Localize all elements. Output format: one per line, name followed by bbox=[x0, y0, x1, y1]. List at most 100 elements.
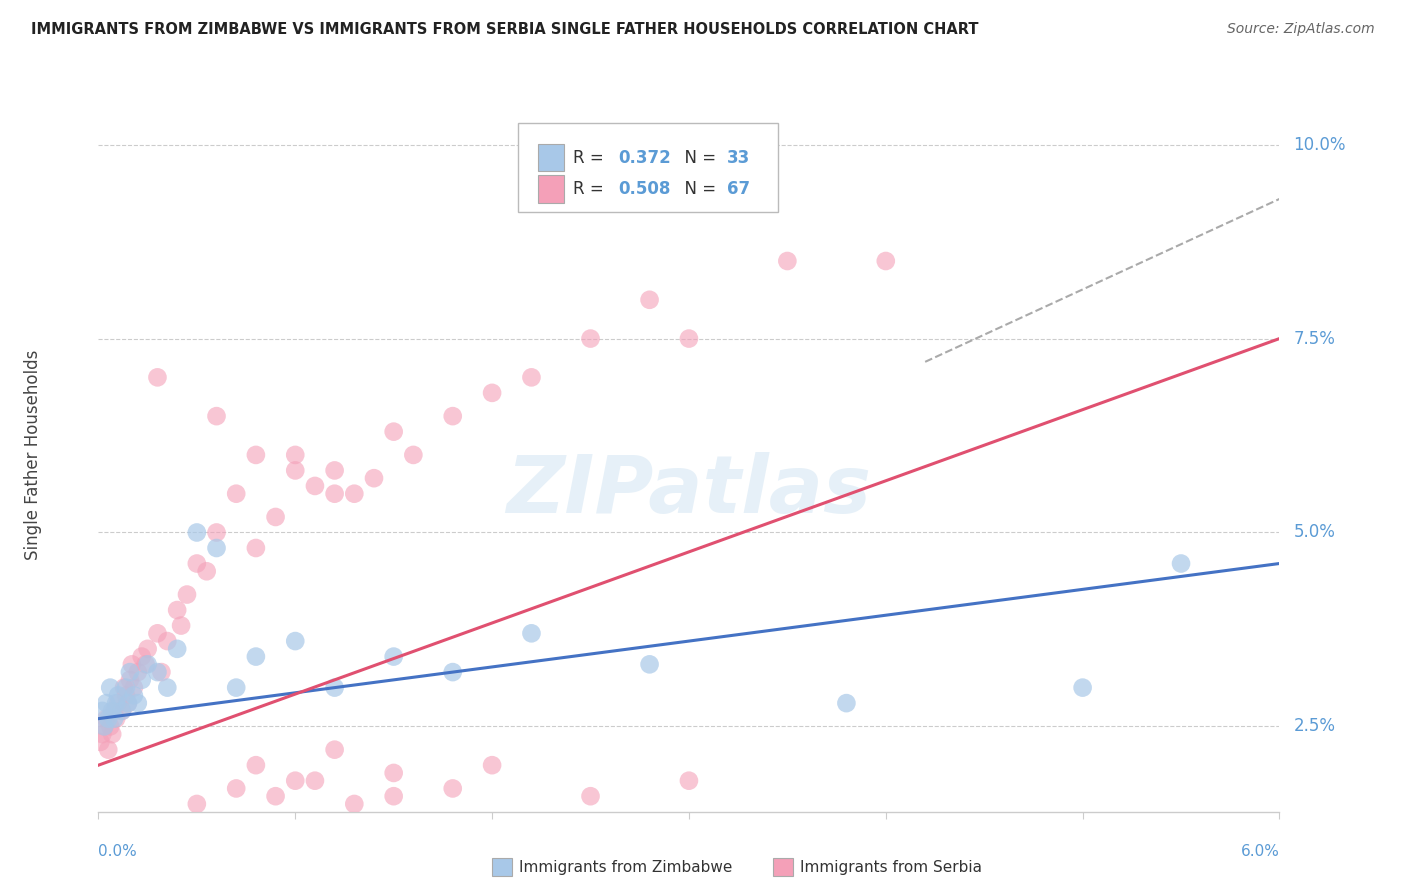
Point bbox=[166, 603, 188, 617]
Point bbox=[117, 696, 139, 710]
Point bbox=[121, 657, 143, 672]
Point bbox=[186, 797, 208, 811]
Point bbox=[638, 293, 661, 307]
Text: 6.0%: 6.0% bbox=[1240, 844, 1279, 859]
Point bbox=[118, 673, 141, 687]
Point bbox=[441, 409, 464, 424]
Point bbox=[323, 681, 346, 695]
Point bbox=[93, 719, 115, 733]
Point bbox=[146, 626, 169, 640]
Point bbox=[166, 641, 188, 656]
Text: 67: 67 bbox=[727, 180, 749, 198]
Point bbox=[304, 479, 326, 493]
Point bbox=[97, 712, 120, 726]
Point bbox=[186, 557, 208, 571]
Point bbox=[205, 409, 228, 424]
Point bbox=[343, 486, 366, 500]
Point bbox=[131, 649, 153, 664]
Point bbox=[520, 626, 543, 640]
FancyBboxPatch shape bbox=[517, 123, 778, 212]
Point bbox=[107, 689, 129, 703]
Text: IMMIGRANTS FROM ZIMBABWE VS IMMIGRANTS FROM SERBIA SINGLE FATHER HOUSEHOLDS CORR: IMMIGRANTS FROM ZIMBABWE VS IMMIGRANTS F… bbox=[31, 22, 979, 37]
Point bbox=[264, 510, 287, 524]
Point bbox=[284, 634, 307, 648]
Point bbox=[225, 781, 247, 796]
Point bbox=[678, 332, 700, 346]
Point bbox=[579, 789, 602, 804]
Point bbox=[776, 254, 799, 268]
Text: 33: 33 bbox=[727, 149, 749, 167]
Point bbox=[481, 758, 503, 772]
Point bbox=[1170, 557, 1192, 571]
Point bbox=[112, 681, 135, 695]
Point bbox=[678, 773, 700, 788]
Point bbox=[115, 689, 138, 703]
Text: 10.0%: 10.0% bbox=[1294, 136, 1346, 153]
Text: N =: N = bbox=[673, 180, 721, 198]
Point bbox=[105, 696, 128, 710]
Point bbox=[98, 719, 121, 733]
Text: Single Father Households: Single Father Households bbox=[24, 350, 42, 560]
Point bbox=[146, 665, 169, 679]
Point bbox=[382, 789, 405, 804]
Point bbox=[96, 712, 118, 726]
Point bbox=[136, 641, 159, 656]
Point bbox=[520, 370, 543, 384]
Point bbox=[835, 696, 858, 710]
Point bbox=[103, 704, 125, 718]
Text: Immigrants from Serbia: Immigrants from Serbia bbox=[800, 860, 981, 874]
Point bbox=[156, 634, 179, 648]
Point bbox=[205, 541, 228, 555]
Point bbox=[382, 766, 405, 780]
Text: ZIPatlas: ZIPatlas bbox=[506, 451, 872, 530]
Point bbox=[122, 689, 145, 703]
Point bbox=[146, 370, 169, 384]
Point bbox=[225, 486, 247, 500]
Point bbox=[91, 704, 114, 718]
Text: 7.5%: 7.5% bbox=[1294, 329, 1336, 348]
Point bbox=[382, 649, 405, 664]
Point bbox=[98, 681, 121, 695]
Text: R =: R = bbox=[574, 149, 609, 167]
Point bbox=[176, 588, 198, 602]
Point bbox=[101, 727, 124, 741]
Text: 2.5%: 2.5% bbox=[1294, 717, 1336, 735]
Point bbox=[107, 696, 129, 710]
Point bbox=[111, 704, 134, 718]
Point bbox=[284, 448, 307, 462]
Point bbox=[402, 448, 425, 462]
Point bbox=[150, 665, 173, 679]
Point bbox=[186, 525, 208, 540]
Point bbox=[115, 681, 138, 695]
Point bbox=[103, 712, 125, 726]
Point bbox=[875, 254, 897, 268]
Point bbox=[122, 681, 145, 695]
Point bbox=[156, 681, 179, 695]
Point bbox=[638, 657, 661, 672]
Point bbox=[91, 727, 114, 741]
Point bbox=[245, 649, 267, 664]
Point bbox=[441, 665, 464, 679]
Text: 5.0%: 5.0% bbox=[1294, 524, 1336, 541]
FancyBboxPatch shape bbox=[537, 145, 564, 171]
Point bbox=[117, 696, 139, 710]
Point bbox=[89, 735, 111, 749]
Point bbox=[264, 789, 287, 804]
Point bbox=[127, 696, 149, 710]
Text: N =: N = bbox=[673, 149, 721, 167]
Point bbox=[170, 618, 193, 632]
Point bbox=[225, 681, 247, 695]
Point bbox=[93, 719, 115, 733]
Point bbox=[363, 471, 385, 485]
Point bbox=[136, 657, 159, 672]
Point bbox=[245, 758, 267, 772]
Text: R =: R = bbox=[574, 180, 609, 198]
Point bbox=[579, 332, 602, 346]
Point bbox=[323, 742, 346, 756]
Text: Immigrants from Zimbabwe: Immigrants from Zimbabwe bbox=[519, 860, 733, 874]
Point bbox=[205, 525, 228, 540]
Text: Source: ZipAtlas.com: Source: ZipAtlas.com bbox=[1227, 22, 1375, 37]
Point bbox=[245, 448, 267, 462]
Point bbox=[96, 696, 118, 710]
Point bbox=[441, 781, 464, 796]
